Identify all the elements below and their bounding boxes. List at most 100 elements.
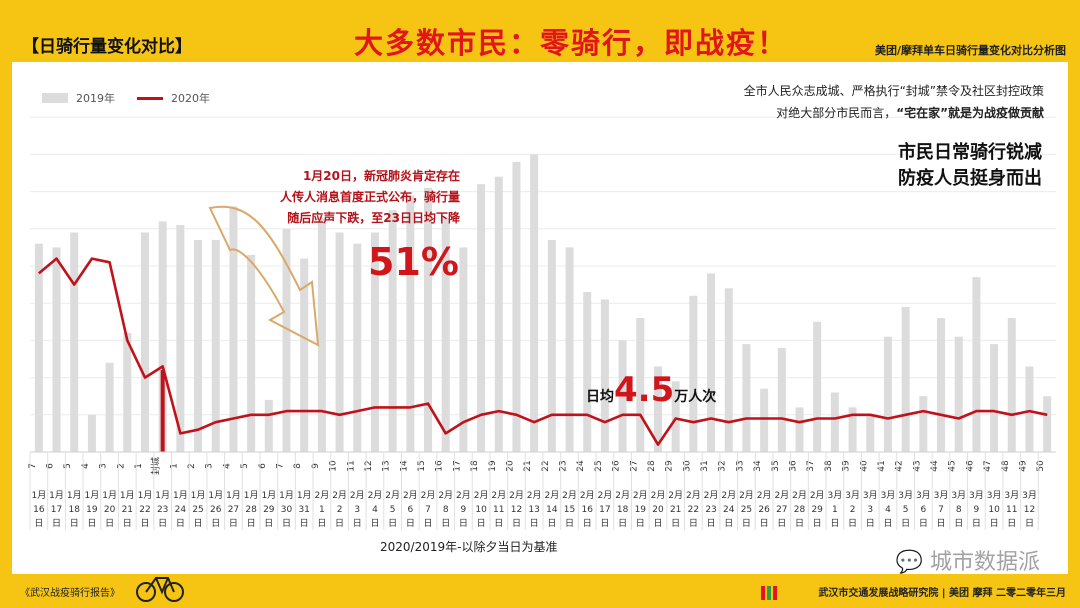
date-tick-month: 2月 [739, 490, 754, 501]
date-tick-month: 1月 [67, 490, 82, 501]
day-tick-label: 19 [488, 460, 498, 472]
date-tick-day: 15 [564, 505, 575, 515]
day-tick-label: 2 [187, 463, 197, 469]
date-tick-month: 2月 [421, 490, 436, 501]
date-tick-month: 3月 [916, 490, 931, 501]
day-tick-label: 35 [771, 460, 781, 471]
bar-2019 [937, 318, 946, 452]
date-tick-day: 19 [86, 505, 98, 515]
date-tick-day: 13 [528, 505, 539, 515]
bar-2019 [512, 161, 521, 452]
date-tick-month: 1月 [226, 490, 241, 501]
daily-average-suffix: 万人次 [674, 389, 717, 405]
date-tick-day: 24 [175, 505, 187, 515]
date-tick-month: 1月 [279, 490, 294, 501]
day-tick-label: 10 [329, 460, 339, 472]
date-tick-month: 2月 [315, 490, 330, 501]
annotation-line2: 人传人消息首度正式公布，骑行量 [279, 190, 460, 204]
date-tick-month: 3月 [881, 490, 896, 501]
day-tick-label: 5 [240, 463, 250, 469]
bar-2019 [176, 225, 185, 452]
bar-2019 [636, 318, 645, 452]
day-tick-label: 46 [965, 460, 975, 472]
date-tick-day: 10 [475, 505, 487, 515]
date-tick-day: 27 [228, 505, 239, 515]
date-tick-month: 2月 [368, 490, 383, 501]
day-tick-label: 9 [311, 463, 321, 469]
date-tick-unit: 日 [87, 518, 96, 529]
date-tick-day: 21 [670, 505, 681, 515]
date-tick-day: 12 [511, 505, 522, 515]
policy-note-line2-bold: “宅在家”就是为战疫做贡献 [896, 106, 1044, 120]
bar-2019 [229, 206, 238, 452]
date-tick-month: 2月 [509, 490, 524, 501]
bar-2019 [282, 228, 291, 452]
day-tick-label: 21 [523, 460, 533, 471]
day-tick-label: 39 [842, 460, 852, 472]
date-tick-unit: 日 [583, 518, 592, 529]
bar-2019 [335, 232, 344, 452]
main-headline: 大多数市民：零骑行，即战疫！ [353, 26, 788, 60]
date-tick-month: 3月 [1004, 490, 1019, 501]
date-tick-day: 25 [741, 505, 752, 515]
date-tick-month: 2月 [527, 490, 542, 501]
day-tick-label: 34 [753, 460, 763, 472]
annotation-jan20: 1月20日，新冠肺炎肯定存在 人传人消息首度正式公布，骑行量 随后应声下跌，至2… [250, 166, 460, 229]
bar-2019 [494, 176, 503, 452]
date-tick-month: 2月 [810, 490, 825, 501]
date-tick-day: 1 [832, 505, 838, 515]
line-2020 [37, 257, 1048, 446]
bar-2019 [760, 388, 769, 452]
day-tick-label: 44 [930, 460, 940, 472]
date-tick-day: 2 [337, 505, 343, 515]
bar-2019 [388, 210, 397, 452]
date-tick-day: 22 [139, 505, 150, 515]
bar-2019 [707, 273, 716, 452]
day-tick-label: 49 [1018, 460, 1028, 472]
day-tick-label: 20 [505, 460, 515, 472]
date-tick-unit: 日 [671, 518, 680, 529]
bar-2019 [530, 154, 539, 452]
date-tick-day: 30 [281, 505, 293, 515]
date-tick-day: 7 [938, 505, 944, 515]
bar-2019 [653, 366, 662, 452]
bar-2019 [87, 414, 96, 452]
day-tick-label: 38 [824, 460, 834, 472]
bar-2019 [901, 306, 910, 452]
date-tick-month: 3月 [1022, 490, 1037, 501]
date-tick-month: 1月 [120, 490, 135, 501]
report-name: 《武汉战疫骑行报告》 [20, 588, 120, 599]
day-tick-label: 11 [346, 460, 356, 471]
date-tick-unit: 日 [653, 518, 662, 529]
date-tick-unit: 日 [866, 518, 875, 529]
date-tick-unit: 日 [70, 518, 79, 529]
day-tick-label: 40 [859, 460, 869, 472]
legend: 2019年 2020年 [42, 90, 210, 106]
policy-note-line1: 全市人民众志成城、严格执行“封城”禁令及社区封控政策 [743, 84, 1044, 98]
bar-2019 [477, 184, 486, 452]
daily-average-prefix: 日均 [586, 389, 614, 405]
date-tick-day: 23 [157, 505, 168, 515]
day-tick-label: 24 [576, 460, 586, 472]
date-tick-unit: 日 [335, 518, 344, 529]
date-tick-unit: 日 [724, 518, 733, 529]
date-tick-unit: 日 [937, 518, 946, 529]
date-tick-unit: 日 [565, 518, 574, 529]
date-tick-month: 2月 [385, 490, 400, 501]
date-tick-month: 3月 [828, 490, 843, 501]
date-tick-unit: 日 [388, 518, 397, 529]
date-tick-unit: 日 [777, 518, 786, 529]
date-tick-day: 24 [723, 505, 735, 515]
bar-2019 [724, 288, 733, 452]
date-tick-day: 5 [390, 505, 396, 515]
date-tick-unit: 日 [530, 518, 539, 529]
chart-title-left: 【日骑行量变化对比】 [22, 37, 192, 57]
date-tick-month: 2月 [615, 490, 630, 501]
day-tick-label: 33 [735, 460, 745, 471]
date-tick-day: 23 [705, 505, 716, 515]
date-tick-month: 2月 [686, 490, 701, 501]
date-tick-month: 1月 [173, 490, 188, 501]
date-tick-day: 29 [811, 505, 823, 515]
bar-2019 [583, 292, 592, 452]
